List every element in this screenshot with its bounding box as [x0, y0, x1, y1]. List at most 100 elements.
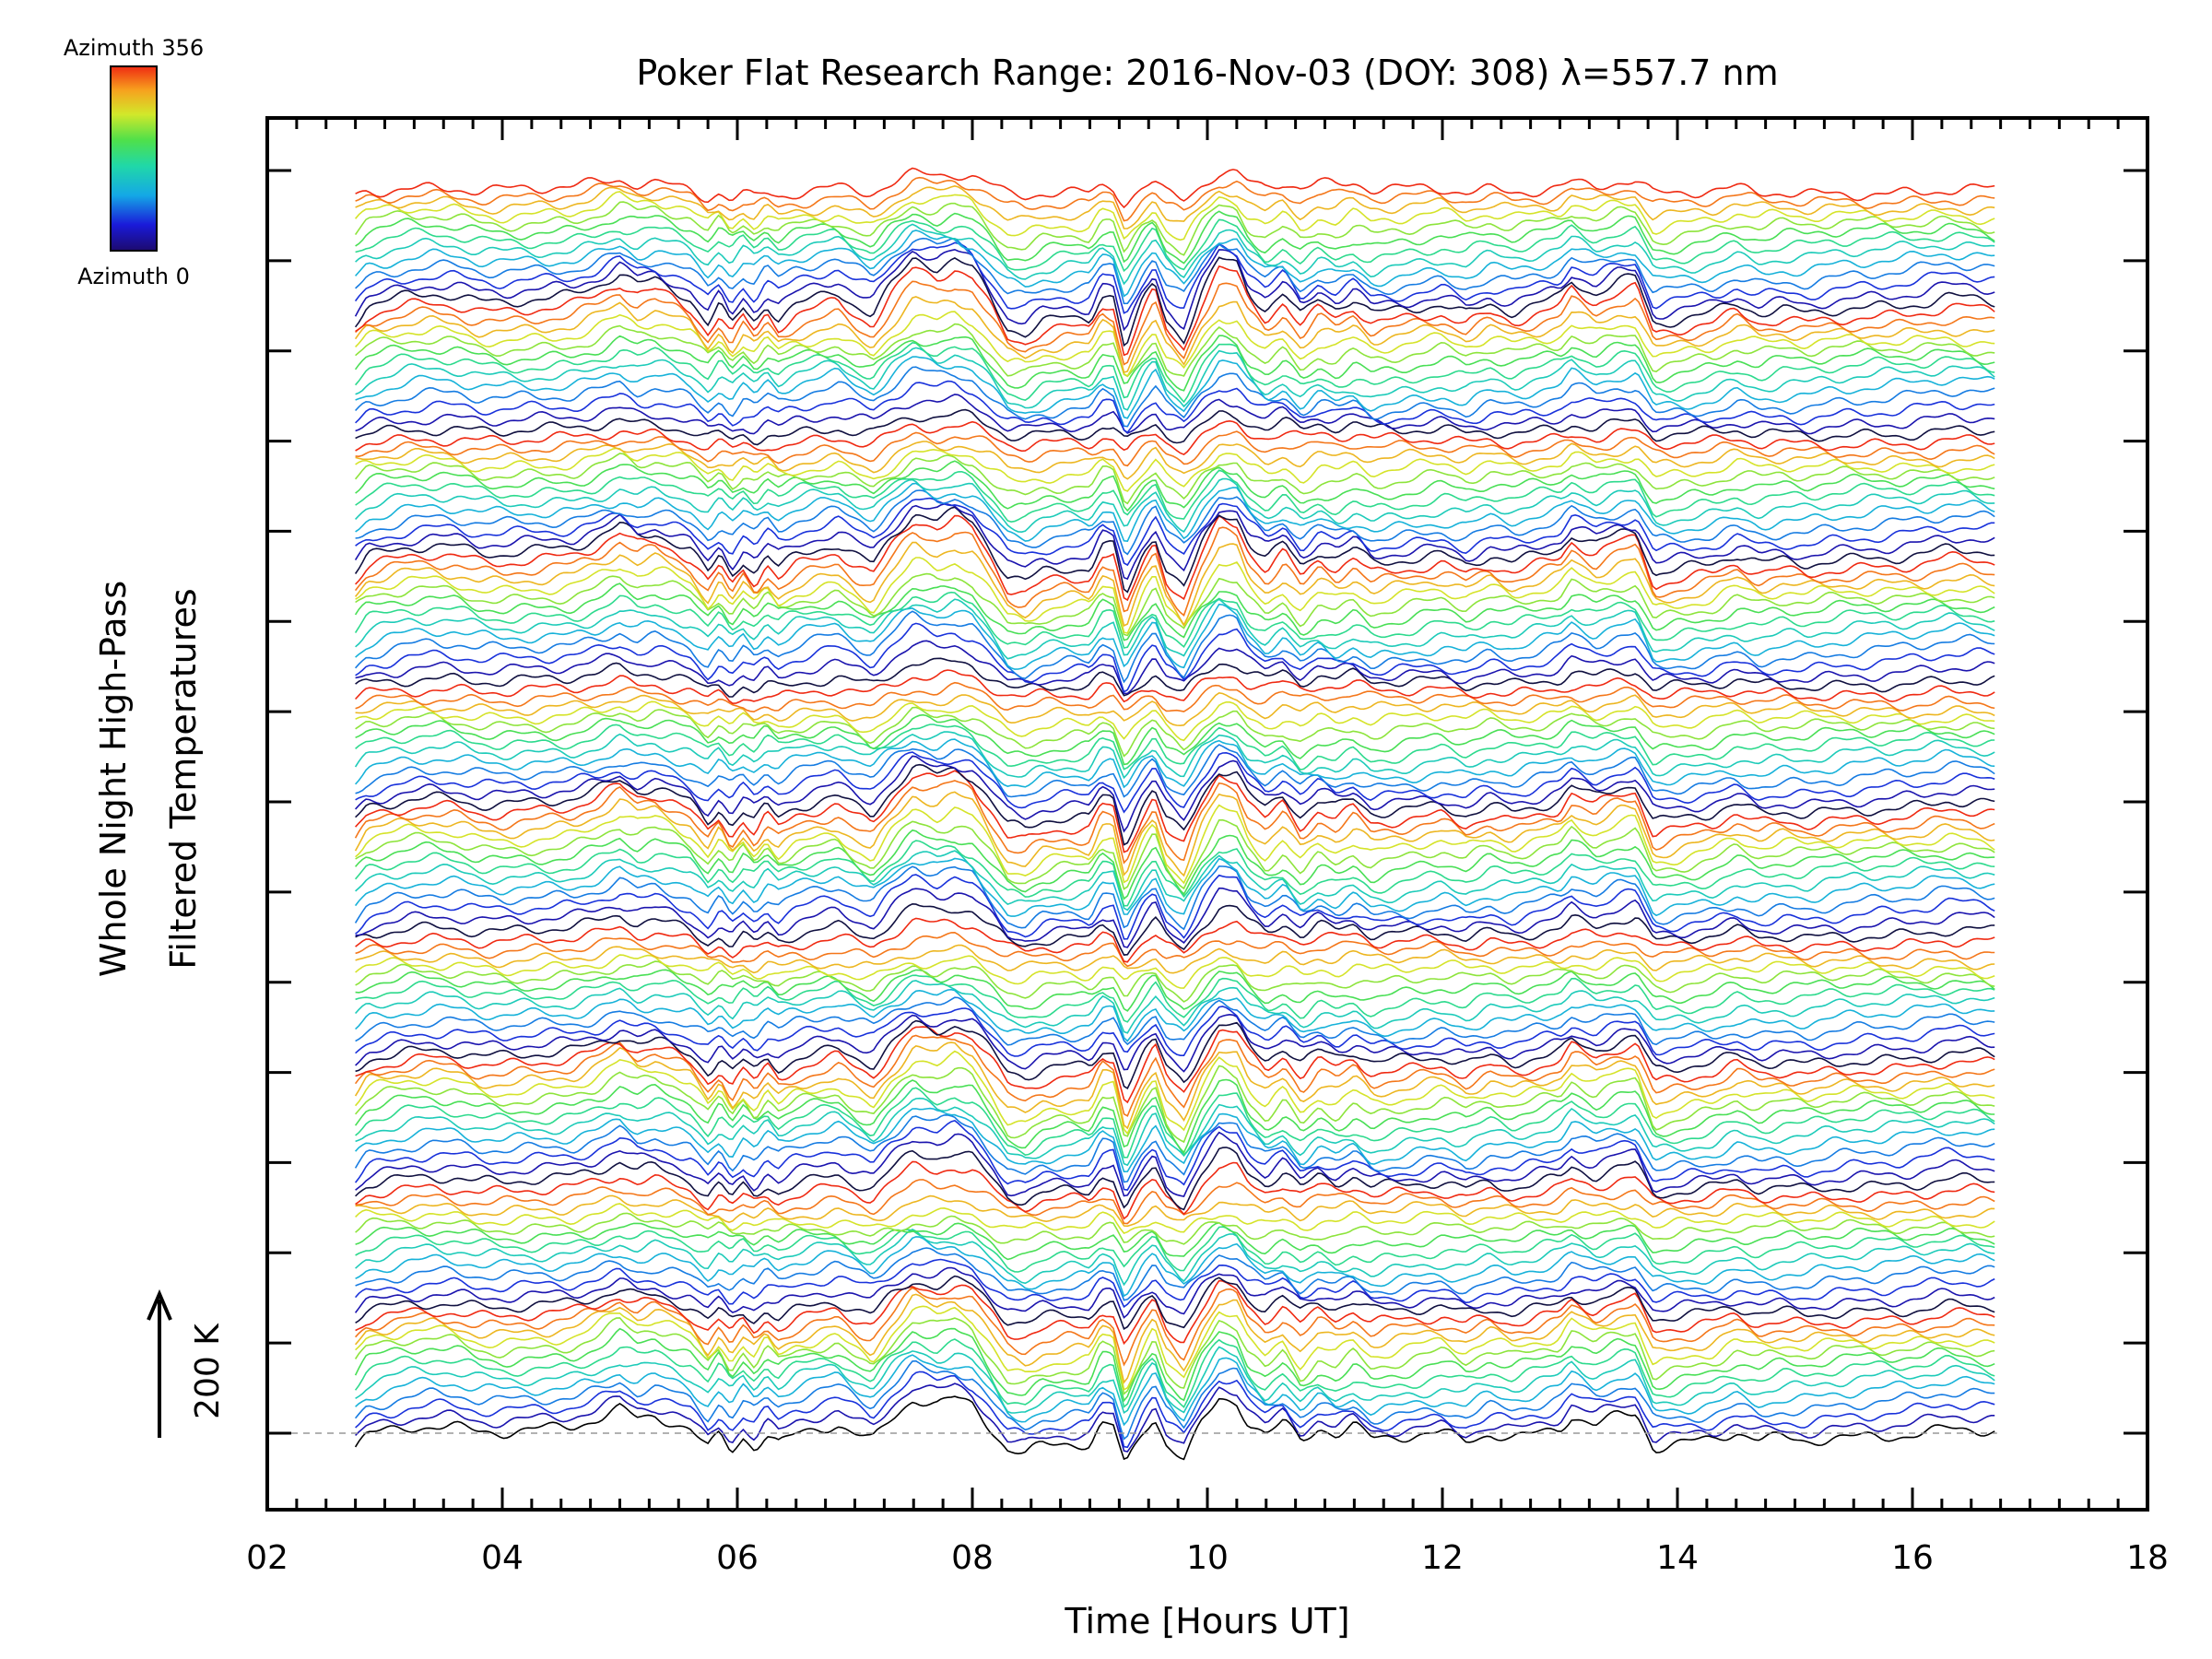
- x-tick-label: 04: [481, 1539, 524, 1577]
- temperature-trace: [355, 713, 1995, 766]
- temperature-trace: [355, 610, 1995, 684]
- temperature-trace: [355, 622, 1995, 693]
- temperature-trace: [355, 751, 1995, 814]
- temperature-trace: [355, 557, 1995, 634]
- temperature-trace: [354, 1317, 1995, 1395]
- temperature-trace: [355, 572, 1995, 637]
- temperature-trace: [354, 1120, 1995, 1191]
- temperature-trace: [355, 770, 1995, 853]
- temperature-trace: [354, 780, 1995, 865]
- temperature-trace: [355, 1354, 1995, 1427]
- x-tick-labels: 02 04 06 08 10 12 14 16 18: [246, 1539, 2169, 1577]
- temperature-trace: [354, 1034, 1995, 1117]
- temperature-trace: [355, 210, 1995, 265]
- temperature-trace: [355, 640, 1995, 695]
- temperature-trace: [355, 1229, 1995, 1287]
- temperature-trace: [355, 1247, 1995, 1301]
- temperature-trace: [354, 1050, 1995, 1135]
- temperature-trace: [355, 874, 1995, 940]
- temperature-trace: [355, 1147, 1995, 1211]
- temperature-trace: [354, 335, 1995, 392]
- temperature-trace: [355, 1203, 1995, 1234]
- temperature-trace: [355, 184, 1995, 229]
- temperature-trace: [354, 1359, 1995, 1441]
- x-tick-label: 06: [716, 1539, 759, 1577]
- temperature-trace: [355, 954, 1995, 989]
- temperature-trace: [355, 818, 1995, 890]
- plot-frame: [265, 116, 2149, 1512]
- temperature-trace: [355, 311, 1995, 377]
- temperature-trace: [355, 1258, 1995, 1309]
- temperature-trace: [355, 514, 1995, 602]
- temperature-trace: [355, 969, 1995, 1012]
- temperature-trace: [355, 218, 1995, 273]
- temperature-trace: [355, 887, 1995, 948]
- temperature-trace: [354, 526, 1995, 617]
- temperature-trace: [354, 1113, 1995, 1183]
- x-tick-label: 18: [2126, 1539, 2169, 1577]
- temperature-trace: [355, 469, 1995, 524]
- temperature-trace: [355, 657, 1995, 698]
- temperature-trace: [355, 1275, 1995, 1330]
- temperature-trace: [354, 791, 1995, 877]
- temperature-trace: [355, 1013, 1995, 1073]
- temperature-trace: [354, 256, 1995, 347]
- temperature-trace: [355, 1019, 1995, 1090]
- colorbar-top-label: Azimuth 356: [64, 35, 204, 61]
- temperature-trace: [354, 541, 1995, 627]
- temperature-trace: [355, 497, 1995, 567]
- temperature-trace: [355, 1006, 1995, 1057]
- temperature-trace: [354, 731, 1995, 780]
- temperature-trace: [355, 408, 1995, 446]
- temperature-trace: [354, 582, 1995, 641]
- y-axis-label-line2: Filtered Temperatures: [163, 588, 204, 969]
- temperature-trace: [354, 1078, 1995, 1154]
- temperature-trace: [355, 738, 1995, 789]
- temperature-trace: [355, 1097, 1995, 1167]
- temperature-trace: [355, 974, 1995, 1023]
- temperature-trace: [354, 201, 1995, 256]
- temperature-trace: [354, 840, 1995, 907]
- trace-group: [354, 167, 1995, 1461]
- temperature-trace: [354, 296, 1995, 373]
- temperature-trace: [355, 265, 1995, 357]
- temperature-trace: [355, 944, 1995, 974]
- temperature-trace: [355, 477, 1995, 534]
- temperature-trace: [355, 323, 1995, 378]
- temperature-trace: [355, 763, 1995, 846]
- temperature-trace: [354, 1293, 1995, 1384]
- x-tick-label: 08: [951, 1539, 994, 1577]
- temperature-trace: [355, 1194, 1995, 1228]
- temperature-trace: [355, 691, 1995, 727]
- temperature-trace: [355, 223, 1995, 286]
- temperature-trace: [355, 1221, 1995, 1261]
- temperature-trace: [355, 917, 1995, 963]
- temperature-trace: [354, 1065, 1995, 1144]
- temperature-trace: [355, 603, 1995, 670]
- temperature-trace: [355, 1179, 1995, 1225]
- temperature-trace: [355, 706, 1995, 758]
- temperature-trace: [355, 280, 1995, 366]
- temperature-trace: [355, 1346, 1995, 1415]
- temperature-trace: [355, 1226, 1995, 1273]
- temperature-trace: [355, 1287, 1995, 1367]
- temperature-trace: [355, 237, 1995, 305]
- temperature-trace: [355, 960, 1995, 1003]
- temperature-trace: [355, 988, 1995, 1042]
- temperature-trace: [354, 865, 1995, 931]
- temperature-trace: [354, 506, 1995, 594]
- temperature-trace: [355, 441, 1995, 480]
- temperature-trace: [355, 347, 1995, 411]
- temperature-trace: [355, 460, 1995, 512]
- chart-title: Poker Flat Research Range: 2016-Nov-03 (…: [636, 53, 1778, 93]
- temperature-trace: [355, 931, 1995, 968]
- temperature-trace: [354, 1327, 1995, 1403]
- temperature-trace: [354, 829, 1995, 900]
- temperature-trace: [355, 176, 1995, 222]
- temperature-trace: [355, 229, 1995, 298]
- x-tick-label: 10: [1186, 1539, 1229, 1577]
- temperature-trace: [355, 980, 1995, 1034]
- x-tick-label: 12: [1421, 1539, 1464, 1577]
- temperature-trace: [355, 489, 1995, 556]
